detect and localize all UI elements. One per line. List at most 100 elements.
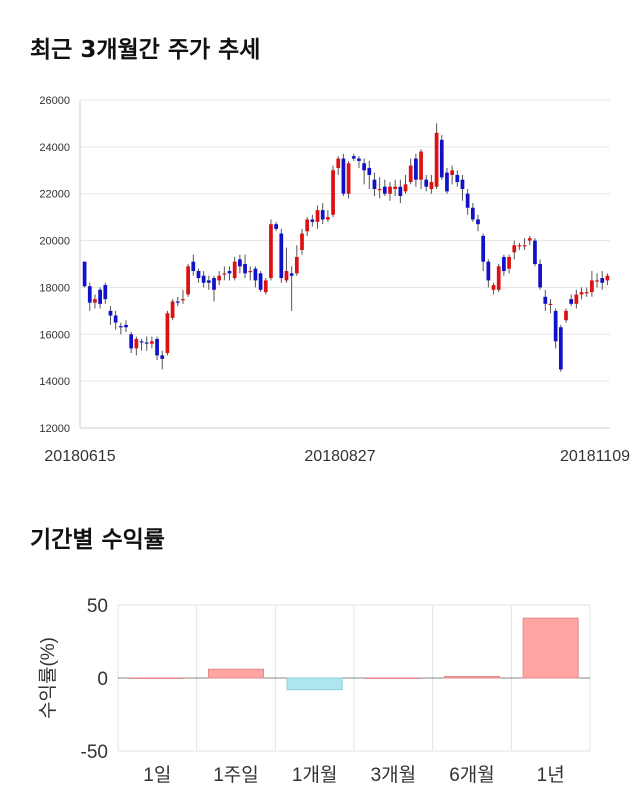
candle-body bbox=[160, 355, 165, 359]
candle-body bbox=[294, 256, 299, 274]
candle-body bbox=[574, 294, 579, 304]
candlestick-chart: 26000 24000 22000 20000 18000 16000 14000 12000… bbox=[39, 95, 630, 465]
candle-body bbox=[595, 280, 599, 282]
price-trend-title: 최근 3개월간 주가 추세 bbox=[30, 37, 261, 63]
x-tick-label: 20181109 bbox=[560, 448, 630, 465]
candle-body bbox=[502, 256, 506, 272]
candle-body bbox=[175, 301, 180, 303]
x-category-label: 1일 bbox=[143, 764, 171, 786]
candle-body bbox=[129, 334, 134, 349]
candle-body bbox=[481, 235, 486, 262]
return-bar bbox=[443, 676, 501, 679]
candle-body bbox=[217, 275, 222, 281]
candle-body bbox=[445, 172, 449, 192]
candle-body bbox=[434, 132, 439, 187]
y-tick-label: 12000 bbox=[39, 423, 70, 435]
candle-body bbox=[460, 179, 465, 190]
candle-body bbox=[263, 280, 268, 293]
x-tick-label: 20180615 bbox=[44, 448, 115, 465]
x-tick-label: 20180827 bbox=[304, 448, 375, 465]
candle-body bbox=[533, 240, 537, 264]
candle-body bbox=[569, 299, 574, 304]
candle-body bbox=[253, 268, 258, 281]
y-tick-label: -50 bbox=[81, 742, 108, 763]
candle-body bbox=[341, 158, 346, 194]
candle-body bbox=[357, 158, 361, 161]
candle-body bbox=[212, 278, 216, 290]
x-category-label: 1주일 bbox=[213, 764, 259, 786]
candle-body bbox=[186, 266, 190, 295]
candle-body bbox=[398, 186, 403, 197]
candle-body bbox=[527, 238, 532, 241]
candle-body bbox=[491, 285, 496, 290]
candle-body bbox=[310, 219, 315, 222]
candle-body bbox=[476, 219, 480, 225]
candle-body bbox=[382, 186, 387, 194]
candle-body bbox=[429, 182, 434, 190]
candle-body bbox=[315, 210, 320, 222]
candle-body bbox=[118, 326, 123, 328]
candle-body bbox=[326, 217, 330, 220]
candle-body bbox=[496, 266, 501, 290]
candle-body bbox=[450, 170, 454, 175]
candle-body bbox=[486, 261, 491, 281]
candle-body bbox=[507, 256, 511, 269]
y-tick-label: 50 bbox=[87, 596, 108, 617]
return-bar bbox=[207, 668, 265, 679]
y-tick-label: 18000 bbox=[39, 282, 70, 294]
candle-body bbox=[419, 151, 423, 180]
candle-body bbox=[144, 342, 149, 344]
y-tick-label: 14000 bbox=[39, 376, 70, 388]
candle-body bbox=[279, 233, 284, 279]
candle-body bbox=[124, 324, 128, 328]
candle-body bbox=[372, 179, 377, 190]
x-category-label: 1개월 bbox=[292, 764, 338, 786]
candle-body bbox=[113, 315, 118, 323]
candle-body bbox=[584, 292, 589, 294]
candle-body bbox=[538, 264, 542, 288]
candle-body bbox=[284, 271, 289, 281]
candle-body bbox=[564, 310, 568, 321]
candle-body bbox=[517, 245, 522, 247]
return-bar bbox=[522, 617, 579, 679]
candle-body bbox=[150, 341, 154, 344]
candle-body bbox=[201, 275, 206, 283]
candle-body bbox=[196, 271, 201, 279]
x-category-label: 3개월 bbox=[371, 764, 417, 786]
candle-body bbox=[134, 338, 139, 349]
candle-body bbox=[274, 224, 278, 229]
candle-body bbox=[139, 341, 144, 343]
candle-body bbox=[590, 280, 594, 293]
candle-body bbox=[181, 299, 185, 301]
candle-body bbox=[258, 273, 263, 290]
return-bar bbox=[129, 677, 186, 679]
y-tick-label: 22000 bbox=[39, 189, 70, 201]
candle-body bbox=[82, 261, 87, 287]
candle-body bbox=[103, 285, 108, 300]
candle-body bbox=[93, 299, 97, 303]
candle-body bbox=[362, 163, 366, 171]
candle-body bbox=[87, 286, 92, 303]
candle-body bbox=[600, 278, 605, 283]
y-tick-label: 0 bbox=[97, 669, 108, 690]
candle-body bbox=[269, 224, 273, 279]
candle-body bbox=[98, 289, 102, 304]
candle-body bbox=[579, 292, 584, 295]
candle-body bbox=[336, 158, 341, 168]
return-bar bbox=[365, 677, 422, 679]
period-return-title: 기간별 수익률 bbox=[30, 527, 165, 553]
candle-body bbox=[227, 271, 232, 274]
candle-body bbox=[108, 310, 113, 316]
y-tick-label: 16000 bbox=[39, 329, 70, 341]
candle-body bbox=[232, 261, 237, 279]
candle-body bbox=[548, 303, 553, 306]
candle-body bbox=[424, 179, 429, 187]
candle-body bbox=[300, 233, 304, 250]
candle-body bbox=[605, 275, 610, 281]
candle-body bbox=[346, 163, 351, 194]
candle-body bbox=[470, 207, 475, 220]
candle-body bbox=[558, 327, 563, 370]
candle-body bbox=[191, 261, 196, 272]
candle-body bbox=[455, 174, 460, 182]
candle-body bbox=[238, 259, 242, 267]
